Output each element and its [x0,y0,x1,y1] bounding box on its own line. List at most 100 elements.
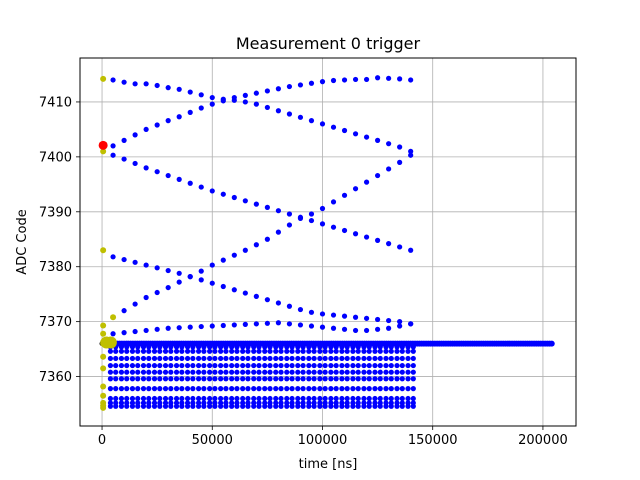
band-point [218,362,224,369]
band-point [295,386,301,392]
band-point [410,362,416,369]
band-point [135,369,141,375]
band-point [333,395,339,402]
band-point [140,369,147,375]
ascending-lower-point [275,320,281,326]
band-point [383,369,389,375]
band-point [256,344,262,350]
descending-lower-point [176,270,182,276]
band-point [140,376,147,382]
ascending-upper-point [198,105,204,111]
band-point [388,344,394,350]
band-point [394,403,400,409]
band-point [377,403,383,409]
band-point [162,376,169,382]
yellow-point [100,330,107,337]
band-point [124,403,130,409]
band-point [168,369,174,375]
band-point [229,362,235,369]
band-point [124,355,130,362]
band-point [328,376,334,382]
band-point [190,403,196,409]
descending-upper-point [165,85,171,91]
band-point [179,348,185,354]
band-point [350,386,356,392]
ascending-lower-point [242,321,248,327]
ascending-upper-point [165,118,171,124]
band-point [306,386,312,392]
ascending-middle-point [275,229,281,235]
descending-lower-point [187,274,193,280]
band-point [223,362,229,369]
band-point [107,395,114,402]
band-point [162,355,169,362]
band-point [245,376,251,382]
descending-lower-point [165,267,171,274]
band-point [350,403,356,409]
band-point [184,355,191,362]
descending-lower-point [330,312,337,318]
band-point [118,403,125,409]
band-point [333,362,339,369]
ascending-middle-point [253,242,259,248]
ascending-lower-point [176,325,182,331]
band-point [113,395,119,402]
band-point [361,369,367,375]
band-point [256,395,262,402]
band-point [245,369,251,375]
band-point [350,348,356,354]
band-point [278,395,284,402]
x-tick-label: 50000 [192,433,233,448]
band-point [377,369,383,375]
band-point [207,369,213,375]
band-point [289,348,295,354]
band-point [284,386,290,392]
ascending-lower-point [143,327,149,334]
band-point [162,386,169,392]
band-point [410,376,416,382]
band-point [151,362,158,369]
band-point [350,395,356,402]
band-point [262,395,268,402]
band-point [394,395,400,402]
band-point [372,395,378,402]
band-point [212,395,218,402]
ascending-upper-point [220,98,226,104]
y-tick-label: 7370 [39,315,72,330]
band-point [366,344,372,350]
band-point [267,386,273,392]
band-point [311,344,317,350]
yellow-point [100,247,107,254]
band-point [251,348,257,354]
band-point [223,348,229,354]
band-point [162,348,169,354]
band-point [195,369,202,375]
band-point [168,355,174,362]
ascending-upper-point [275,86,281,92]
descending-middle-point [363,234,370,240]
band-point [168,395,174,402]
band-point [366,355,372,362]
band-point [157,369,163,375]
ascending-middle-point [231,252,237,258]
band-point [295,348,301,354]
ascending-lower-point [121,330,127,336]
band-point [394,344,400,350]
band-point [289,395,295,402]
band-point [328,348,334,354]
band-point [124,386,130,392]
descending-lower-point [253,293,259,299]
descending-middle-point [375,237,381,243]
band-point [256,403,262,409]
band-point [311,386,317,392]
band-point [322,395,328,402]
band-point [344,395,350,402]
band-point [207,362,213,369]
band-point [377,386,383,392]
band-point [289,355,295,362]
band-point [350,376,356,382]
ascending-upper-point [330,77,337,84]
band-point [383,403,389,409]
band-point [135,386,141,392]
band-point [190,386,196,392]
